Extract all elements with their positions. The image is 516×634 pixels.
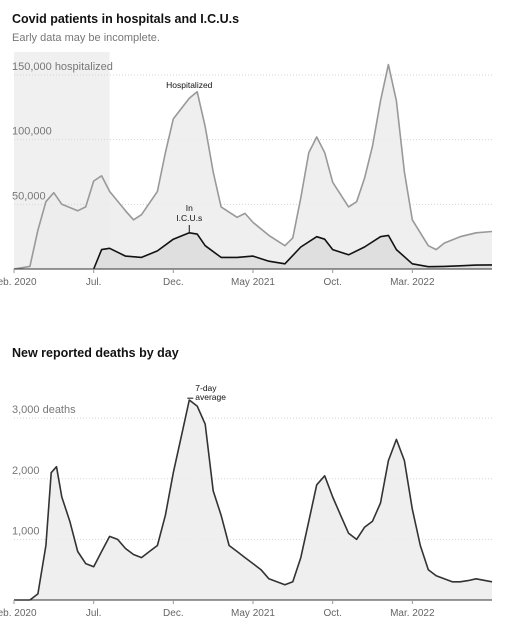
series-line bbox=[14, 399, 493, 601]
y-tick-label: 150,000 hospitalized bbox=[12, 61, 113, 73]
y-tick-label: 1,000 bbox=[12, 525, 40, 537]
series-line bbox=[13, 63, 493, 270]
hospital-chart: 150,000 hospitalized 100,000 50,000 Feb. 20… bbox=[0, 52, 493, 288]
x-tick-label: Jul. bbox=[86, 608, 102, 619]
series-area bbox=[93, 232, 492, 269]
annotation-label: average bbox=[195, 392, 226, 402]
x-tick-label: Jul. bbox=[86, 277, 102, 288]
annotation-label: I.C.U.s bbox=[176, 213, 202, 223]
series-area bbox=[14, 400, 492, 600]
x-tick-label: May 2021 bbox=[231, 277, 275, 288]
x-tick-label: Dec. bbox=[163, 608, 184, 619]
deaths-chart: 3,000 deaths 2,000 1,000 Feb. 2020 Jul. Dec. M… bbox=[0, 383, 493, 619]
hospital-chart-subtitle: Early data may be incomplete. bbox=[12, 32, 160, 44]
x-tick-label: Mar. 2022 bbox=[390, 608, 435, 619]
y-tick-label: 50,000 bbox=[12, 190, 46, 202]
x-tick-label: Mar. 2022 bbox=[390, 277, 435, 288]
x-tick-label: Feb. 2020 bbox=[0, 608, 37, 619]
x-tick-label: Oct. bbox=[323, 608, 341, 619]
series-area bbox=[14, 64, 492, 269]
series-line bbox=[92, 232, 493, 270]
y-tick-label: 100,000 bbox=[12, 126, 52, 138]
hospital-chart-title: Covid patients in hospitals and I.C.U.s bbox=[12, 12, 240, 26]
annotation-label: Hospitalized bbox=[166, 80, 213, 90]
x-tick-label: Oct. bbox=[323, 277, 341, 288]
x-tick-label: Dec. bbox=[163, 277, 184, 288]
y-tick-label: 2,000 bbox=[12, 465, 40, 477]
annotation-label: 7-day bbox=[195, 383, 217, 393]
x-tick-label: May 2021 bbox=[231, 608, 275, 619]
x-tick-label: Feb. 2020 bbox=[0, 277, 37, 288]
deaths-chart-title: New reported deaths by day bbox=[12, 346, 179, 360]
y-tick-label: 3,000 deaths bbox=[12, 404, 76, 416]
annotation-label: In bbox=[186, 203, 193, 213]
